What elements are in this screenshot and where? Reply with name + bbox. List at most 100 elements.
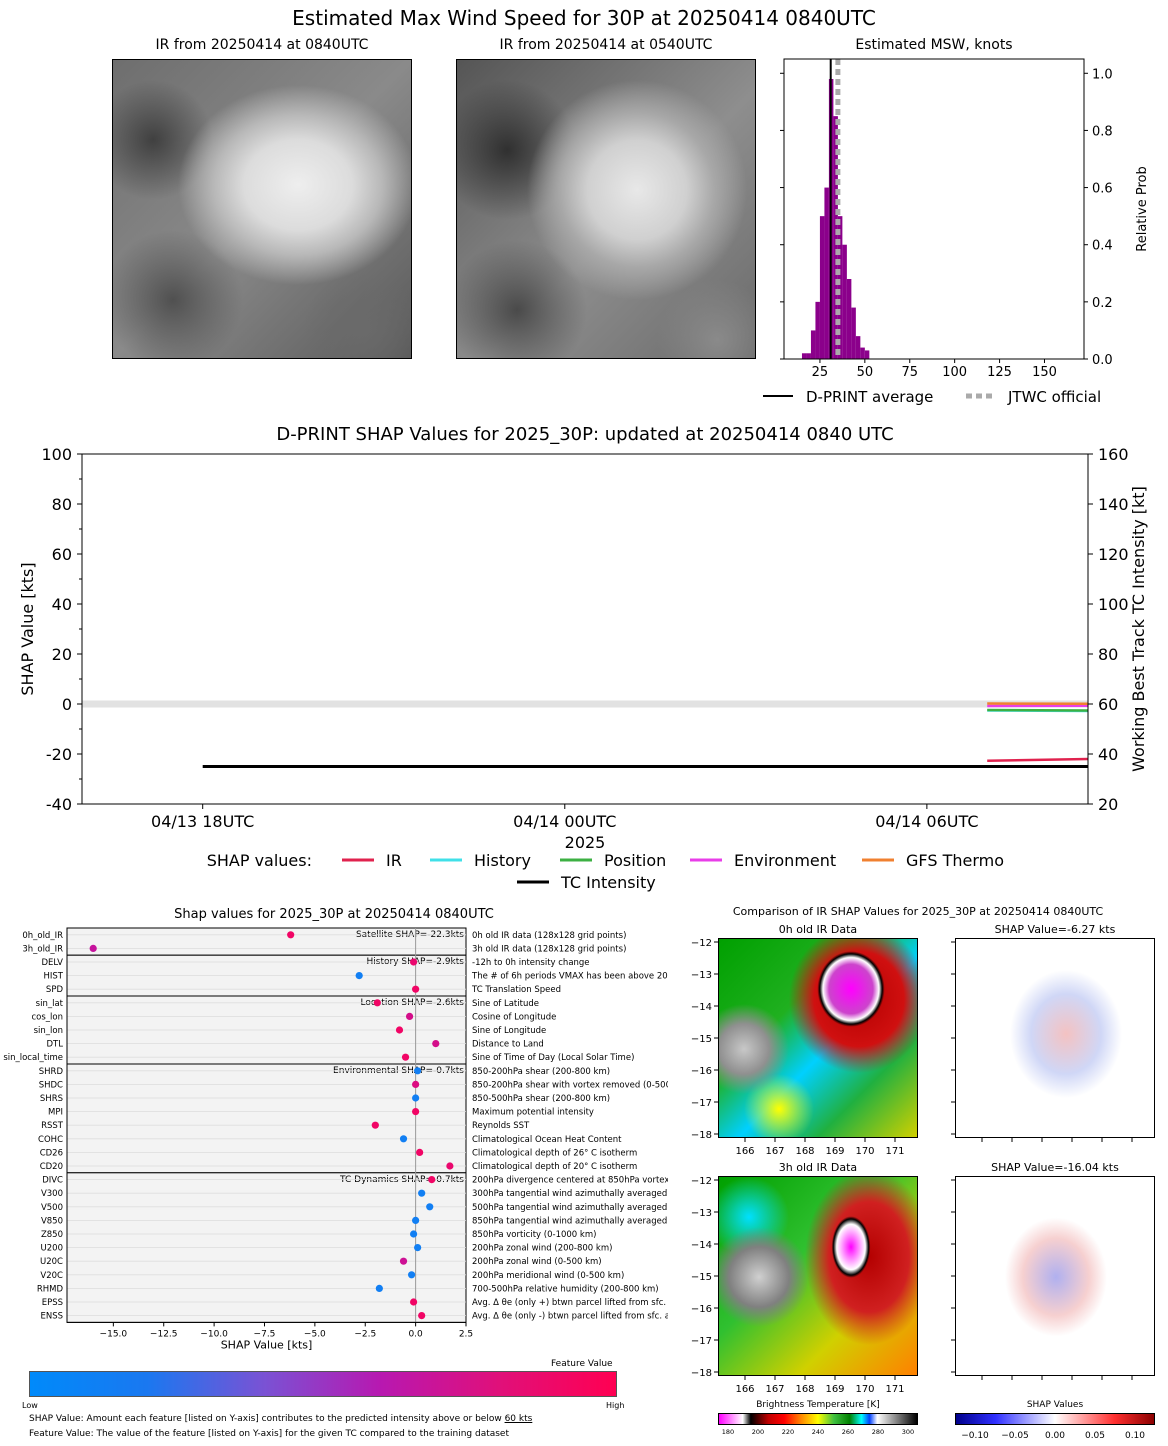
beeswarm-title: Shap values for 2025_30P at 20250414 084… [174,907,494,922]
y-tick-label: 1.0 [1092,67,1113,82]
histogram-bar [801,353,807,359]
histogram-bar [851,307,856,359]
histogram-bar [842,244,847,359]
feature-point [412,1108,420,1116]
timeseries-frame [81,453,1089,805]
feature-name: Z850 [41,1230,63,1240]
feature-description: Maximum potential intensity [472,1108,594,1118]
feature-description: 3h old IR data (128x128 grid points) [472,944,626,954]
feature-point [375,1284,383,1292]
feature-point [373,999,381,1007]
feature-point [418,1312,426,1320]
map-y-tick-label: −15 [691,1034,712,1045]
feature-description: 200hPa zonal wind (0-500 km) [472,1257,602,1267]
bt-colorbar-label: Brightness Temperature [K] [756,1400,880,1410]
y-tick-label: 0.6 [1092,182,1113,197]
feature-name: COHC [38,1135,63,1145]
feature-point [412,1080,420,1088]
feature-name: DELV [41,958,63,968]
bt-tick-label: 180 [722,1428,734,1436]
feature-point [410,1230,418,1238]
feature-name: sin_lon [34,1026,63,1036]
map-x-tick-label: 170 [855,1384,874,1395]
y-tick-label: 0.8 [1092,124,1113,139]
map-x-tick-label: 169 [825,1384,844,1395]
series-line [987,708,1089,712]
series-line [987,757,1089,762]
feature-name: 0h_old_IR [22,931,63,941]
feature-name: DIVC [42,1176,63,1186]
feature-description: Sine of Longitude [472,1026,546,1036]
feature-point [371,1121,379,1129]
feature-description: Avg. Δ θe (only +) btwn parcel lifted fr… [472,1298,668,1308]
feature-name: V850 [41,1216,63,1226]
y-right-tick-label: 140 [1098,495,1129,514]
timeseries-title: D-PRINT SHAP Values for 2025_30P: update… [276,424,894,445]
x-tick-label: 04/14 06UTC [875,812,978,831]
feature-point [401,1053,410,1061]
feature-point [412,1216,420,1224]
note-shap-value: SHAP Value: Amount each feature [listed … [29,1414,532,1424]
feature-description: Climatological depth of 26° C isotherm [472,1148,637,1158]
feature-point [432,1040,440,1048]
legend-label: Environment [734,851,836,870]
histogram-bar [864,350,870,359]
x-tick-label: 125 [987,365,1012,380]
y-tick-label: -40 [46,795,72,814]
feature-name: V300 [41,1189,63,1199]
map-x-tick-label: 167 [765,1384,784,1395]
y-axis-label: SHAP Value [kts] [18,562,37,695]
feature-name: V500 [41,1203,63,1213]
feature-name: MPI [48,1108,63,1118]
x-tick-label: 04/13 18UTC [151,812,254,831]
x-tick-label: 150 [1032,365,1057,380]
y-tick-label: 80 [52,495,72,514]
feature-point [418,1189,426,1197]
x-tick-label: 0.0 [408,1329,423,1339]
map-x-tick-label: 169 [825,1146,844,1157]
msw-title: Estimated MSW, knots [855,37,1013,53]
bt-tick-label: 280 [872,1428,884,1436]
ir-now-title: IR from 20250414 at 0840UTC [155,37,369,53]
legend-label: GFS Thermo [906,851,1004,870]
histogram-bar [860,347,865,359]
feature-point [407,1271,416,1279]
feature-point [414,1067,422,1075]
histogram-bar [846,279,852,359]
x-tick-label: −10.0 [200,1329,228,1339]
x-tick-label: 100 [942,365,967,380]
ir-0h-map [718,938,918,1138]
bt-tick-label: 240 [812,1428,824,1436]
legend-label: History [474,851,531,870]
map-y-tick-label: −18 [691,1368,712,1379]
feature-description: 850hPa tangential wind azimuthally avera… [472,1216,668,1226]
feature-point [412,1094,420,1102]
bt-colorbar [718,1413,918,1425]
page-title: Estimated Max Wind Speed for 30P at 2025… [292,6,876,30]
feature-description: 850-200hPa shear with vortex removed (0-… [472,1080,668,1090]
feature-description: Sine of Time of Day (Local Solar Time) [472,1053,634,1063]
feature-description: 200hPa zonal wind (200-800 km) [472,1244,612,1254]
feature-name: U200 [41,1244,63,1254]
feature-description: 500hPa tangential wind azimuthally avera… [472,1203,668,1213]
y-tick-label: -20 [46,745,72,764]
feature-name: SHDC [39,1080,63,1090]
feature-description: Cosine of Longitude [472,1012,556,1022]
x-tick-label: 04/14 00UTC [513,812,616,831]
feature-description: TC Translation Speed [471,985,561,995]
ir-compare-axes: −12 −13 −14 −15 −16 −17 −18 166 167 168 169 170 171 −… [691,938,1145,1441]
y-tick-label: 0.4 [1092,239,1113,254]
y-tick-label: 20 [52,645,72,664]
x-tick-label: −15.0 [100,1329,128,1339]
legend-dprint-label: D-PRINT average [806,388,933,406]
x-tick-label: 2.5 [459,1329,473,1339]
bt-tick-label: 220 [782,1428,794,1436]
map-y-tick-label: −17 [691,1336,712,1347]
y-right-tick-label: 40 [1098,745,1118,764]
feature-point [405,1012,414,1020]
histogram-bar [806,353,811,359]
histogram-bar [824,187,829,359]
x-tick-label: −7.5 [254,1329,276,1339]
ir-0h-title: 0h old IR Data [778,923,858,936]
map-y-tick-label: −16 [691,1304,712,1315]
